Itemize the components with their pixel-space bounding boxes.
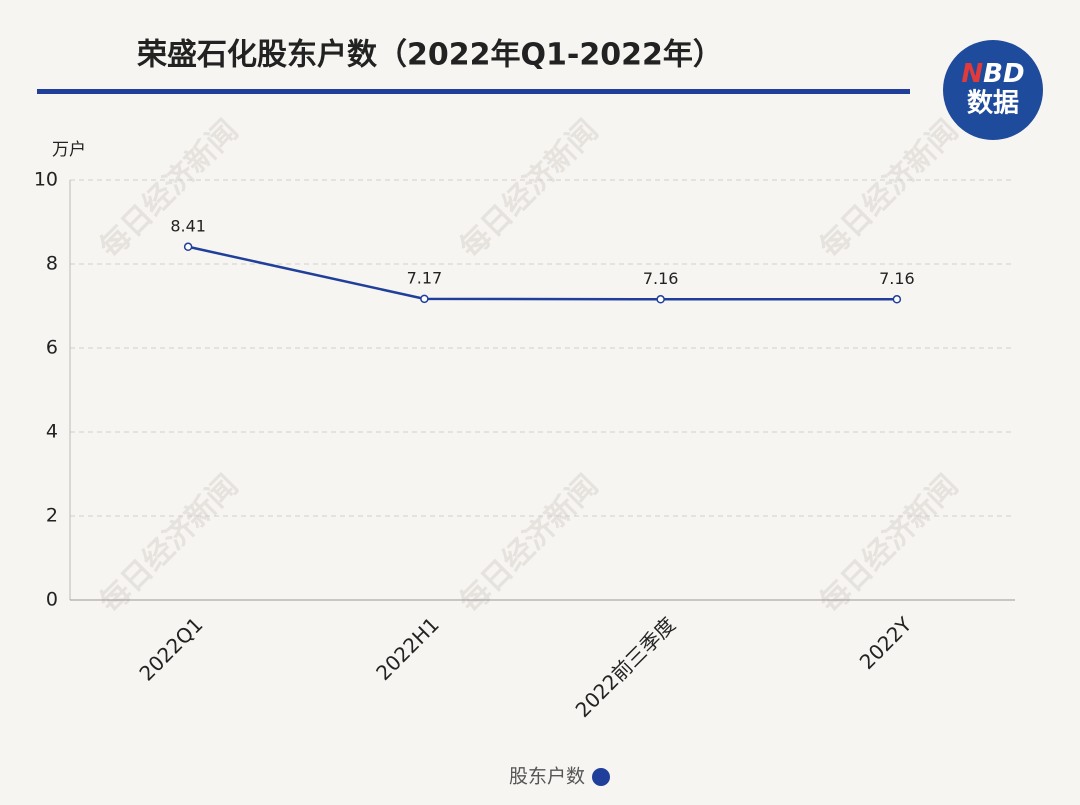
y-tick-label: 6 (46, 337, 58, 359)
y-unit: 万户 (52, 140, 86, 160)
point (183, 242, 193, 252)
logo-label: 数据 (967, 89, 1019, 119)
logo-mark: N (961, 59, 983, 89)
point (420, 294, 429, 304)
title-rule (37, 89, 910, 94)
line (187, 245, 897, 301)
logo-text: NBD (961, 59, 1024, 89)
data-label: 7.16 (879, 269, 915, 288)
y-tick-label: 4 (46, 421, 58, 443)
logo-rest: BD (983, 59, 1024, 89)
chart-title: 荣盛石化股东户数（2022年Q1-2022年） (137, 38, 723, 73)
point (892, 295, 902, 304)
y-tick-label: 8 (46, 253, 58, 275)
logo-badge (943, 40, 1043, 140)
y-tick-label: 0 (46, 589, 58, 611)
data-label: 8.41 (170, 216, 206, 235)
legend-label: 股东户数 (509, 766, 585, 788)
point (656, 295, 665, 304)
y-tick-label: 2 (46, 505, 58, 527)
data-label: 7.17 (407, 268, 443, 287)
legend-marker (592, 768, 610, 786)
data-label: 7.16 (643, 269, 679, 288)
y-tick-label: 10 (34, 169, 58, 191)
